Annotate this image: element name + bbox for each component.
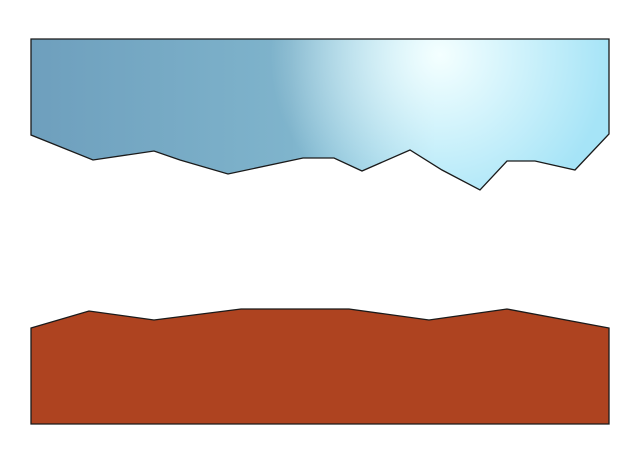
top-shape-outline	[30, 38, 610, 191]
top-shape-highlight	[31, 39, 609, 190]
bottom-shape	[30, 308, 610, 425]
